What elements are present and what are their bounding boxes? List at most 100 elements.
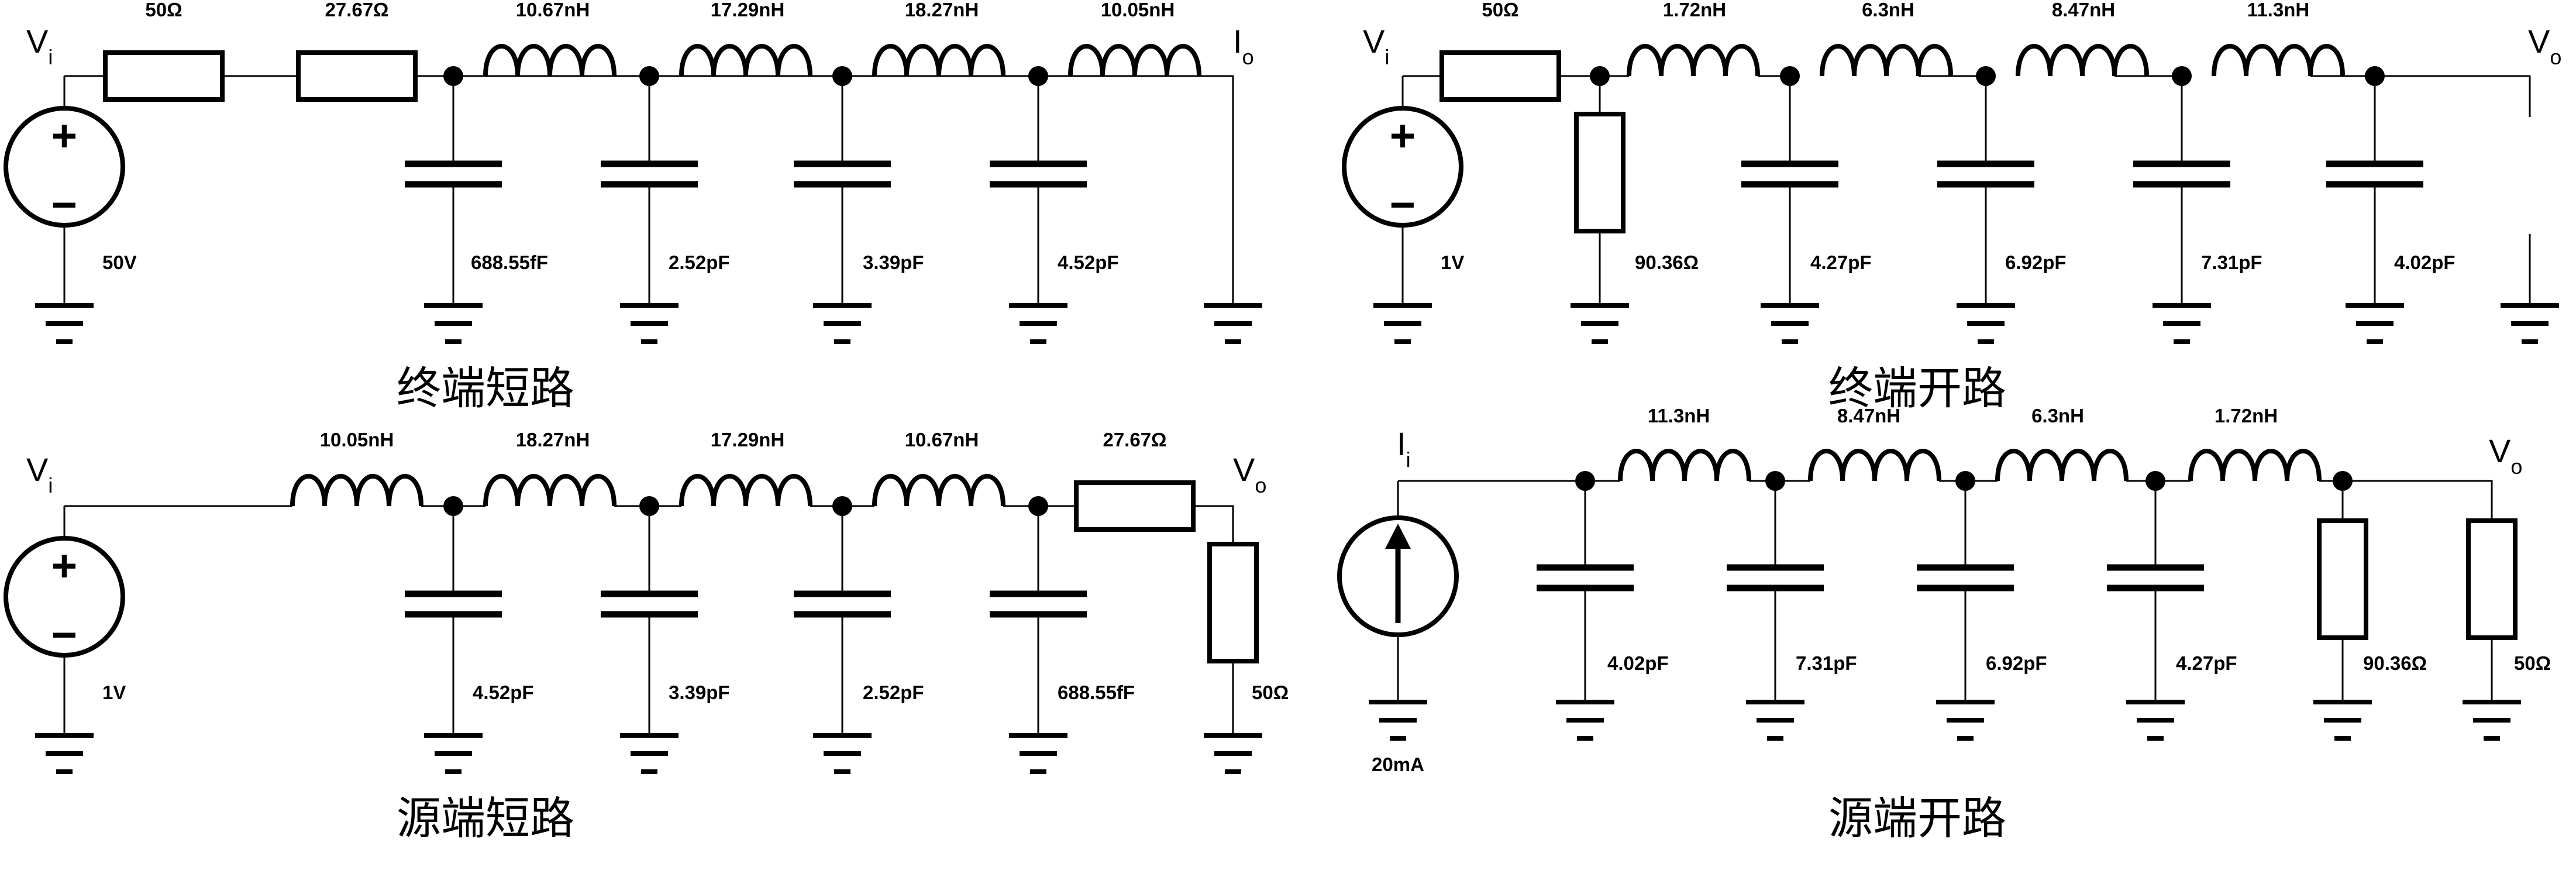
component-label: 1.72nH bbox=[2215, 405, 2278, 427]
ground-symbol bbox=[620, 303, 679, 344]
junction bbox=[2172, 66, 2192, 86]
component-label: 18.27nH bbox=[905, 0, 979, 20]
component-label: 688.55fF bbox=[471, 252, 548, 273]
source-value: 1V bbox=[102, 682, 126, 703]
inductor bbox=[872, 474, 1005, 507]
component-label: 90.36Ω bbox=[1635, 252, 1699, 273]
component-label: 4.02pF bbox=[2394, 252, 2456, 273]
component-label: 8.47nH bbox=[1837, 405, 1900, 427]
inductor bbox=[1627, 44, 1760, 77]
circuit-caption: 终端短路 bbox=[397, 362, 574, 414]
voltage-source: + − bbox=[4, 536, 125, 660]
inductor bbox=[1995, 449, 2129, 482]
inductor bbox=[1618, 449, 1751, 482]
component-label: 6.92pF bbox=[1986, 652, 2047, 674]
circuit-source-open: Ii Vo 20mA 11.3nH 8.47nH 6.3nH 1.72nH 4.… bbox=[1337, 405, 2551, 844]
voltage-source: + − bbox=[4, 106, 125, 230]
output-node-label: Io bbox=[1233, 23, 1254, 69]
capacitor bbox=[2107, 564, 2204, 591]
component-label: 27.67Ω bbox=[1103, 429, 1166, 450]
component-label: 50Ω bbox=[145, 0, 182, 20]
capacitor bbox=[990, 590, 1087, 618]
ground-symbol bbox=[620, 733, 679, 774]
circuit-caption: 源端开路 bbox=[1828, 792, 2006, 844]
source-value: 20mA bbox=[1372, 754, 1424, 775]
component-label: 1.72nH bbox=[1663, 0, 1726, 20]
ground-symbol bbox=[2501, 303, 2559, 344]
component-label: 50Ω bbox=[1252, 682, 1289, 703]
wire bbox=[1401, 75, 2531, 304]
ground-symbol bbox=[1009, 303, 1067, 344]
circuit-source-short: Vi Vo + − 1V 10.05nH 18.27nH 17.29nH 10.… bbox=[4, 429, 1289, 844]
output-node-label: Vo bbox=[2489, 432, 2522, 479]
component-label: 17.29nH bbox=[711, 0, 785, 20]
circuit-terminal-short: Vi Io + − 50V 50Ω 27.67Ω 10.67nH 17.29nH… bbox=[4, 0, 1262, 414]
source-value: 1V bbox=[1441, 252, 1464, 273]
inductor bbox=[483, 474, 617, 507]
ground-symbol bbox=[1373, 303, 1432, 344]
capacitor bbox=[1537, 564, 1634, 591]
series-resistor bbox=[103, 50, 225, 102]
component-label: 10.67nH bbox=[516, 0, 590, 20]
ground-symbol bbox=[813, 303, 872, 344]
shunt-resistor bbox=[2466, 518, 2518, 640]
output-node-label: Vo bbox=[1233, 451, 1266, 497]
component-label: 11.3nH bbox=[1648, 405, 1710, 427]
capacitor bbox=[1917, 564, 2014, 591]
inductor bbox=[2188, 449, 2322, 482]
input-node-label: Ii bbox=[1397, 425, 1411, 472]
ground-symbol bbox=[1009, 733, 1067, 774]
component-label: 4.27pF bbox=[2176, 652, 2237, 674]
shunt-resistor bbox=[2317, 518, 2368, 640]
junction bbox=[1955, 471, 1975, 491]
ground-symbol bbox=[1369, 700, 1427, 741]
component-label: 3.39pF bbox=[863, 252, 924, 273]
component-label: 4.52pF bbox=[1058, 252, 1119, 273]
ground-symbol bbox=[1761, 303, 1819, 344]
component-label: 6.3nH bbox=[2031, 405, 2084, 427]
component-label: 3.39pF bbox=[669, 682, 730, 703]
svg-text:−: − bbox=[51, 180, 77, 230]
component-label: 6.3nH bbox=[1862, 0, 1914, 20]
junction bbox=[1028, 66, 1048, 86]
series-resistor bbox=[1439, 50, 1561, 102]
ground-symbol bbox=[2126, 700, 2185, 741]
ground-symbol bbox=[35, 733, 94, 774]
capacitor bbox=[1727, 564, 1824, 591]
ground-symbol bbox=[2463, 700, 2521, 741]
junction bbox=[1028, 496, 1048, 516]
voltage-source: + − bbox=[1342, 106, 1463, 230]
capacitor bbox=[2326, 160, 2423, 188]
source-value: 50V bbox=[102, 252, 137, 273]
svg-text:−: − bbox=[51, 610, 77, 660]
component-label: 10.05nH bbox=[320, 429, 394, 450]
inductor bbox=[483, 44, 617, 77]
capacitor bbox=[2133, 160, 2230, 188]
inductor bbox=[2016, 44, 2149, 77]
series-resistor bbox=[1074, 480, 1196, 532]
junction bbox=[832, 496, 852, 516]
shunt-resistor bbox=[1574, 112, 1626, 233]
capacitor bbox=[601, 160, 698, 188]
ground-symbol bbox=[1746, 700, 1804, 741]
inductor bbox=[679, 474, 812, 507]
component-label: 688.55fF bbox=[1058, 682, 1135, 703]
capacitor bbox=[1741, 160, 1838, 188]
capacitor bbox=[1937, 160, 2034, 188]
junction bbox=[1976, 66, 1996, 86]
ground-symbol bbox=[2153, 303, 2211, 344]
svg-text:+: + bbox=[51, 541, 77, 591]
capacitor bbox=[405, 590, 502, 618]
junction bbox=[1780, 66, 1800, 86]
junction bbox=[443, 496, 463, 516]
circuit-caption: 源端短路 bbox=[397, 792, 574, 844]
component-label: 10.05nH bbox=[1101, 0, 1175, 20]
svg-text:+: + bbox=[51, 111, 77, 161]
ground-symbol bbox=[424, 303, 483, 344]
component-label: 50Ω bbox=[2514, 652, 2551, 674]
junction bbox=[443, 66, 463, 86]
component-label: 90.36Ω bbox=[2363, 652, 2427, 674]
component-label: 7.31pF bbox=[2201, 252, 2262, 273]
series-resistor bbox=[296, 50, 418, 102]
junction bbox=[1590, 66, 1610, 86]
